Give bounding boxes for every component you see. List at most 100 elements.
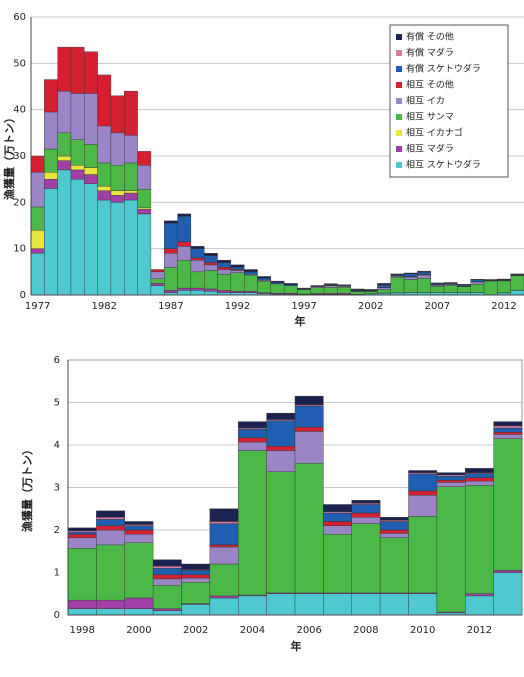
bar-segment	[483, 280, 498, 295]
bar-segment	[294, 593, 324, 616]
bar-segment	[30, 248, 45, 254]
bar-segment	[137, 207, 152, 210]
bar-segment	[417, 272, 431, 275]
bar-segment	[363, 289, 378, 291]
bar-segment	[470, 281, 485, 285]
bar-segment	[294, 431, 324, 464]
bar-segment	[209, 523, 239, 546]
bar-segment	[57, 169, 72, 296]
bar-segment	[67, 548, 97, 601]
y-tick-label: 3	[54, 483, 60, 494]
bar-segment	[238, 441, 267, 451]
bar-segment	[351, 500, 381, 504]
bar-segment	[470, 284, 485, 293]
bar-segment	[110, 165, 125, 191]
bar-segment	[177, 213, 192, 217]
bar-segment	[204, 253, 218, 256]
bar-segment	[164, 267, 178, 291]
bar-segment	[377, 283, 391, 286]
bar-segment	[110, 195, 125, 203]
bar-segment	[363, 291, 378, 294]
bar-segment	[152, 585, 182, 609]
bar-segment	[465, 593, 494, 597]
y-tick-label: 50	[13, 58, 26, 69]
bar-segment	[403, 272, 418, 274]
bar-segment	[310, 287, 325, 294]
bar-segment	[181, 582, 211, 604]
x-axis-title: 年	[291, 639, 302, 653]
bar-segment	[436, 480, 466, 483]
legend-label: 相互 イカ	[406, 95, 445, 107]
bar-segment	[379, 521, 409, 531]
bar-segment	[379, 537, 409, 594]
bar-segment	[238, 437, 267, 443]
bar-segment	[351, 523, 381, 594]
bar-segment	[337, 286, 351, 294]
bar-segment	[294, 426, 324, 432]
legend-label: 相互 スケトウダラ	[406, 159, 481, 171]
bar-segment	[493, 427, 523, 433]
bar-segment	[124, 199, 138, 296]
y-tick-label: 60	[13, 12, 26, 23]
bar-segment	[323, 521, 352, 526]
x-tick-label: 2010	[410, 625, 435, 636]
bar-segment	[152, 608, 182, 611]
bar-segment	[209, 544, 239, 548]
bar-segment	[137, 189, 152, 209]
bar-segment	[177, 290, 192, 296]
x-tick-label: 1987	[158, 301, 183, 312]
bar-segment	[110, 95, 125, 134]
bar-segment	[436, 472, 466, 475]
bar-segment	[150, 283, 165, 286]
bar-segment	[230, 267, 245, 270]
bar-segment	[266, 593, 296, 616]
bar-segment	[84, 93, 98, 145]
y-tick-label: 4	[54, 440, 60, 451]
bar-segment	[417, 278, 431, 293]
bar-segment	[177, 287, 192, 291]
bar-segment	[44, 148, 58, 173]
bar-segment	[408, 470, 438, 473]
bar-segment	[97, 125, 112, 164]
bar-segment	[190, 248, 205, 259]
bar-segment	[70, 165, 85, 171]
bar-segment	[44, 172, 58, 180]
bar-segment	[465, 595, 494, 616]
bar-segment	[110, 132, 125, 166]
bar-segment	[96, 519, 125, 526]
bar-segment	[152, 559, 182, 567]
x-tick-label: 1992	[225, 301, 250, 312]
bar-segment	[124, 190, 138, 194]
x-tick-label: 2004	[240, 625, 265, 636]
bar-segment	[70, 169, 85, 180]
bar-segment	[209, 508, 239, 522]
bar-segment	[351, 593, 381, 616]
x-tick-label: 2002	[183, 625, 208, 636]
legend-label: 有償 スケトウダラ	[406, 63, 481, 75]
legend-swatch	[396, 50, 402, 56]
bar-segment	[30, 206, 45, 231]
bar-segment	[436, 486, 466, 613]
bar-segment	[177, 246, 192, 261]
bar-segment	[152, 568, 182, 575]
bar-segment	[243, 269, 258, 273]
bar-segment	[70, 139, 85, 166]
bar-segment	[297, 287, 312, 290]
bar-segment	[493, 425, 523, 429]
bar-segment	[124, 90, 138, 136]
bar-segment	[137, 165, 152, 190]
bar-segment	[124, 529, 154, 535]
legend-label: 相互 その他	[406, 79, 454, 91]
bar-segment	[408, 494, 438, 517]
bar-segment	[57, 90, 72, 134]
legend-label: 相互 サンマ	[406, 111, 454, 123]
legend-swatch	[396, 130, 402, 136]
bar-segment	[493, 572, 523, 616]
legend-swatch	[396, 114, 402, 120]
bar-segment	[238, 421, 267, 429]
bar-segment	[497, 280, 511, 293]
bar-segment	[294, 405, 324, 428]
bar-segment	[238, 429, 267, 438]
bar-segment	[217, 260, 232, 263]
bar-segment	[177, 260, 192, 289]
